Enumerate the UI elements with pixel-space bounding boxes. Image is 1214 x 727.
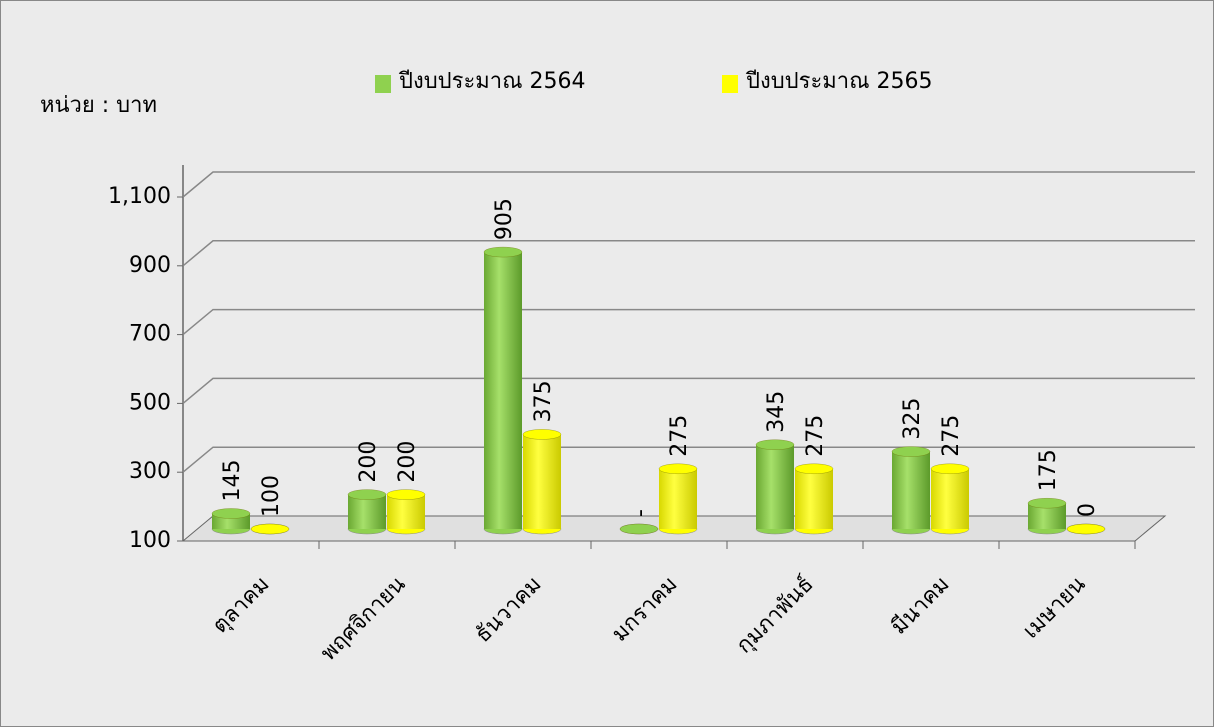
grid-line [182, 240, 1195, 267]
bar [387, 494, 425, 529]
bar [523, 434, 561, 529]
y-tick-label: 500 [129, 390, 171, 415]
bar-cap [386, 489, 426, 500]
data-label: 145 [220, 460, 245, 502]
y-tick-label: 100 [129, 528, 171, 553]
unit-label: หน่วย : บาท [40, 93, 157, 118]
bar-cap [250, 523, 290, 535]
grid-line [182, 171, 1195, 198]
grid-line [182, 446, 1195, 473]
bar [484, 252, 522, 529]
data-label: 200 [395, 441, 420, 483]
grid-line [182, 308, 1195, 336]
data-label: 345 [764, 391, 789, 433]
y-tick-label: 1,100 [108, 184, 171, 209]
data-label: 100 [259, 475, 284, 517]
bar-cap [891, 446, 931, 457]
data-label: 0 [1075, 503, 1100, 517]
legend-swatch [375, 75, 391, 93]
bar [931, 468, 969, 529]
bar [756, 444, 794, 529]
bar [795, 468, 833, 529]
bar [348, 494, 386, 529]
bar-cap [619, 523, 659, 535]
legend-swatch [722, 75, 738, 93]
y-tick-label: 900 [129, 253, 171, 278]
data-label: 275 [667, 415, 692, 457]
data-label: 200 [356, 441, 381, 483]
bar-cap [347, 489, 387, 500]
bar-cap [211, 508, 251, 519]
legend-label: ปีงบประมาณ 2564 [398, 69, 586, 94]
bar-cap [1027, 498, 1067, 509]
bar [659, 468, 697, 529]
data-label: 325 [900, 398, 925, 440]
bar-cap [483, 246, 523, 258]
data-label: 275 [939, 415, 964, 457]
bar-cap [1066, 523, 1106, 535]
legend-label: ปีงบประมาณ 2565 [745, 69, 933, 94]
bar-cap [930, 463, 970, 474]
data-label: 275 [803, 415, 828, 457]
bar [892, 451, 930, 529]
data-label: - [628, 509, 653, 517]
data-label: 905 [492, 198, 517, 240]
y-tick-label: 300 [129, 459, 171, 484]
bar-cap [794, 463, 834, 474]
data-label: 175 [1036, 449, 1061, 491]
bar-cap [755, 439, 795, 450]
y-tick-label: 700 [129, 322, 171, 347]
grid-line [182, 377, 1195, 404]
bar-cap [658, 463, 698, 474]
bar-cap [522, 429, 562, 440]
data-label: 375 [531, 380, 556, 422]
